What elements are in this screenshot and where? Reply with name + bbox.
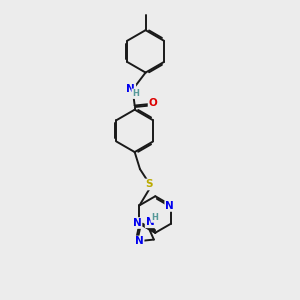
Text: H: H [132, 89, 139, 98]
Text: H: H [151, 213, 158, 222]
Text: N: N [127, 84, 135, 94]
Text: O: O [148, 98, 157, 108]
Text: N: N [165, 201, 174, 211]
Text: N: N [133, 218, 142, 228]
Text: N: N [135, 236, 144, 247]
Text: S: S [145, 179, 153, 190]
Text: N: N [146, 217, 154, 227]
